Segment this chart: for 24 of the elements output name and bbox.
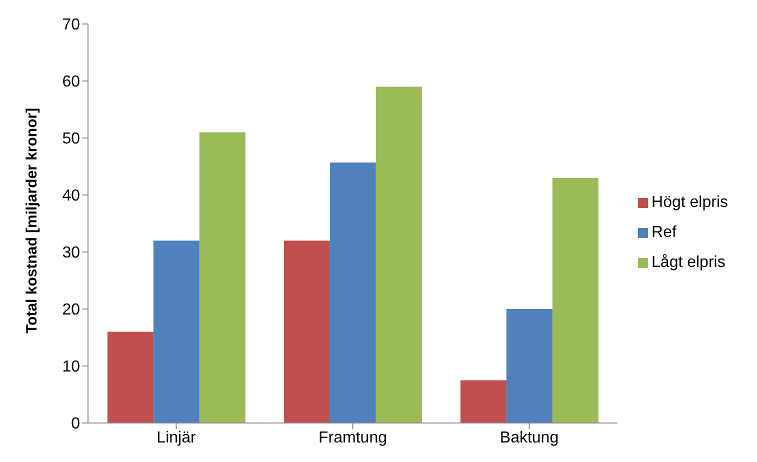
- bar: [506, 309, 552, 423]
- y-tick-label: 0: [71, 416, 80, 433]
- bar: [153, 240, 200, 423]
- bar: [552, 178, 598, 423]
- y-tick-label: 30: [62, 244, 80, 262]
- y-tick-label: 70: [62, 16, 80, 34]
- x-tick-label: Framtung: [318, 429, 387, 446]
- bar: [199, 132, 246, 423]
- y-tick-label: 20: [62, 302, 80, 319]
- y-axis-title: Total kostnad [miljarder kronor]: [23, 108, 40, 334]
- y-tick-label: 60: [62, 74, 80, 91]
- legend-label: Ref: [652, 224, 676, 241]
- legend-label: Lågt elpris: [652, 254, 726, 271]
- bar: [376, 86, 422, 423]
- bar: [107, 332, 154, 423]
- x-tick-label: Baktung: [500, 429, 559, 446]
- x-tick-label: Linjär: [156, 429, 196, 446]
- y-tick-label: 50: [62, 130, 80, 148]
- legend-label: Högt elpris: [652, 194, 728, 211]
- bar: [330, 162, 376, 423]
- y-tick-label: 10: [62, 358, 80, 376]
- bar: [284, 240, 330, 423]
- bar: [460, 380, 506, 423]
- y-tick-label: 40: [62, 188, 80, 205]
